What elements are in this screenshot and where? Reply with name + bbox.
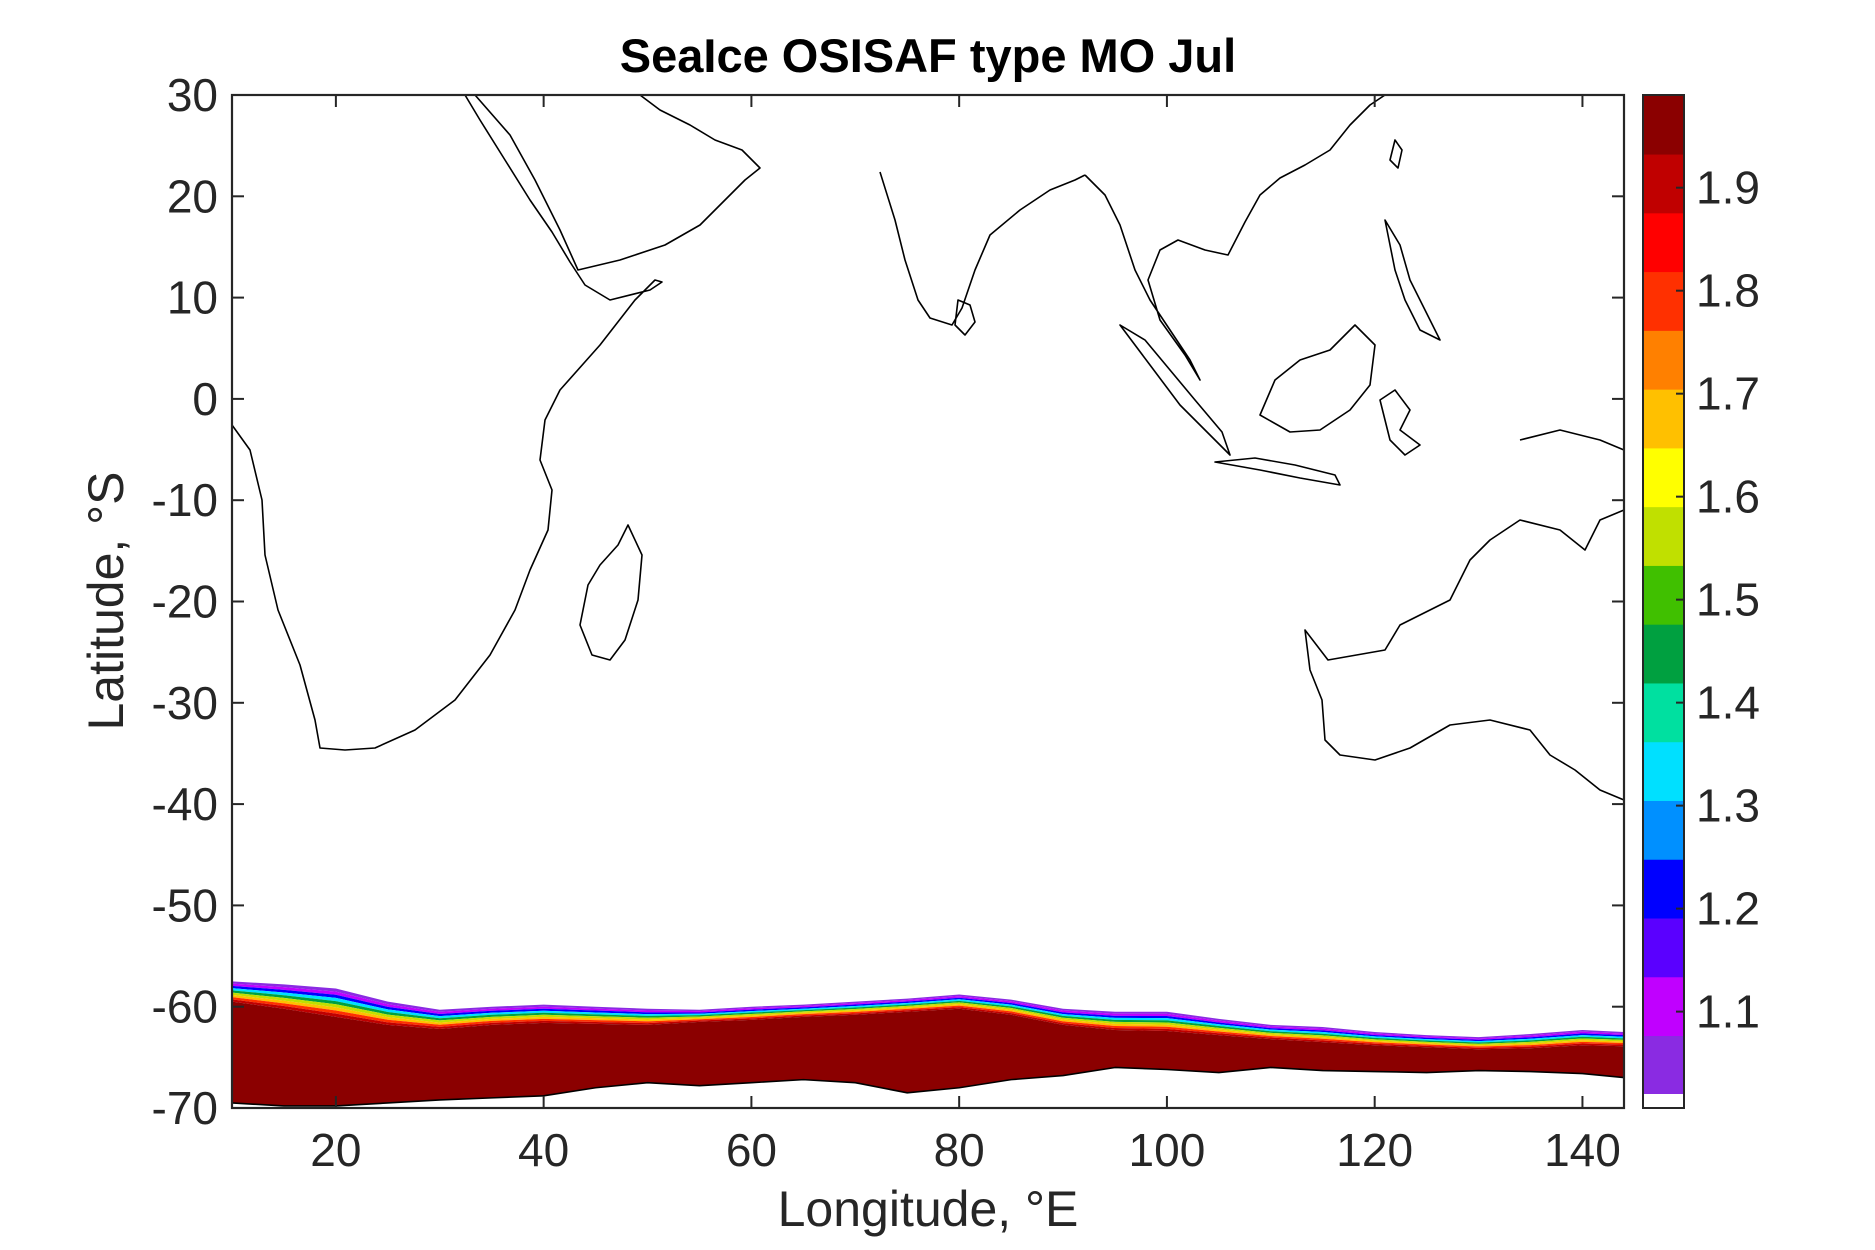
coastline-india (879, 171, 1086, 326)
colorbar-swatch (1643, 388, 1684, 449)
colorbar-swatch (1643, 800, 1684, 860)
coastline-australia (1304, 509, 1624, 801)
colorbar-tick-label: 1.1 (1696, 986, 1760, 1038)
plot-area (232, 95, 1624, 1108)
colorbar-tick-label: 1.5 (1696, 574, 1760, 626)
y-tick-label: 30 (167, 69, 218, 121)
colorbar-ticks: 1.1 1.2 1.3 1.4 1.5 1.6 1.7 1.8 1.9 (1676, 162, 1760, 1038)
colorbar-swatch (1643, 330, 1684, 390)
colorbar-swatch (1643, 153, 1684, 214)
y-tick-label: -20 (152, 576, 218, 628)
x-tick-label: 100 (1129, 1124, 1206, 1176)
y-tick-label: -40 (152, 778, 218, 830)
colorbar-swatch (1643, 682, 1684, 743)
x-tick-label: 20 (310, 1124, 361, 1176)
coastline-srilanka (954, 299, 976, 336)
y-tick-label: 0 (192, 373, 218, 425)
colorbar-tick-label: 1.9 (1696, 162, 1760, 214)
colorbar-frame (1642, 94, 1685, 1109)
coastline-sumatra (1119, 324, 1231, 456)
y-tick-label: 20 (167, 170, 218, 222)
y-tick-label: -50 (152, 879, 218, 931)
colorbar-swatch (1643, 917, 1684, 978)
sea-ice-field (232, 981, 1624, 1107)
colorbar-nodata-swatch (1643, 1094, 1684, 1108)
y-tick-label: -10 (152, 474, 218, 526)
colorbar-tick-label: 1.7 (1696, 368, 1760, 420)
y-axis: 30 20 10 0 -10 -20 -30 -40 -50 -60 -70 (152, 69, 1624, 1134)
colorbar-swatch (1643, 1035, 1684, 1095)
colorbar-swatch (1643, 976, 1684, 1037)
coastline-borneo (1259, 324, 1376, 433)
coastline-taiwan (1389, 139, 1403, 169)
coastline-antarctica (232, 1066, 1624, 1107)
colorbar-tick-label: 1.2 (1696, 883, 1760, 935)
colorbar-swatch (1643, 565, 1684, 625)
coastlines (232, 95, 1624, 801)
coastline-philippines (1384, 219, 1441, 341)
x-tick-label: 80 (934, 1124, 985, 1176)
colorbar-swatch (1643, 447, 1684, 508)
y-tick-label: -30 (152, 677, 218, 729)
chart-title: SeaIce OSISAF type MO Jul (620, 29, 1236, 82)
colorbar-swatch (1643, 212, 1684, 273)
y-tick-label: -70 (152, 1082, 218, 1134)
colorbar-swatch (1643, 271, 1684, 331)
colorbar-swatch (1643, 741, 1684, 801)
y-axis-label: Latitude, °S (78, 471, 134, 730)
ice-core (232, 1001, 1624, 1106)
y-tick-label: 10 (167, 272, 218, 324)
x-axis-label: Longitude, °E (778, 1181, 1079, 1237)
x-tick-label: 120 (1336, 1124, 1413, 1176)
coastline-se-asia (1084, 95, 1386, 381)
colorbar-tick-label: 1.4 (1696, 677, 1760, 729)
x-tick-label: 60 (726, 1124, 777, 1176)
x-tick-label: 140 (1544, 1124, 1621, 1176)
colorbar-swatch (1643, 623, 1684, 684)
colorbar-swatch (1643, 95, 1684, 155)
coastline-africa (232, 95, 663, 751)
coastline-arabia (474, 95, 761, 271)
ice-band-8 (232, 999, 1624, 1050)
coastline-new-guinea (1519, 429, 1624, 451)
colorbar-tick-label: 1.3 (1696, 780, 1760, 832)
colorbar-swatch (1643, 506, 1684, 566)
y-tick-label: -60 (152, 981, 218, 1033)
coastline-java (1214, 457, 1341, 486)
coastline-madagascar (579, 524, 643, 661)
colorbar-tick-label: 1.8 (1696, 265, 1760, 317)
colorbar-tick-label: 1.6 (1696, 471, 1760, 523)
coastline-sulawesi (1379, 389, 1421, 456)
colorbar (1642, 94, 1685, 1109)
x-tick-label: 40 (518, 1124, 569, 1176)
x-axis: 20 40 60 80 100 120 140 (310, 95, 1621, 1176)
